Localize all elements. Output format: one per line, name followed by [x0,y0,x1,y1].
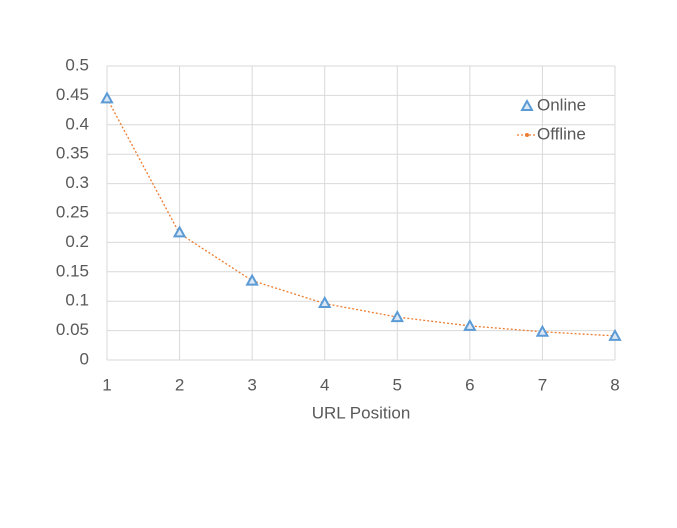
series-line [106,98,616,337]
y-tick-label: 0.05 [56,320,89,339]
marker [245,273,259,286]
x-axis-label: URL Position [312,403,411,422]
y-tick-label: 0.3 [65,173,89,192]
y-tick-label: 0 [80,349,89,368]
y-tick-label: 0.1 [65,291,89,310]
x-tick-label: 7 [538,375,547,394]
y-tick-label: 0.35 [56,144,89,163]
marker [463,318,477,331]
x-tick-label: 3 [247,375,256,394]
legend-label: Offline [537,124,586,143]
y-tick-label: 0.25 [56,202,89,221]
marker [390,310,404,323]
legend-marker [525,133,529,137]
x-tick-label: 4 [320,375,329,394]
marker [535,324,550,337]
x-tick-label: 6 [465,375,474,394]
x-tick-label: 8 [610,375,619,394]
y-tick-label: 0.4 [65,114,89,133]
x-tick-label: 1 [102,375,111,394]
marker [100,91,114,104]
x-tick-label: 2 [175,375,184,394]
legend-marker [520,98,534,111]
legend-label: Online [537,95,586,114]
x-tick-label: 5 [393,375,402,394]
y-tick-label: 0.45 [56,85,89,104]
marker [608,328,622,341]
y-tick-label: 0.15 [56,261,89,280]
y-tick-label: 0.2 [65,232,89,251]
marker [318,295,332,308]
marker [172,225,187,238]
y-tick-label: 0.5 [65,55,89,74]
